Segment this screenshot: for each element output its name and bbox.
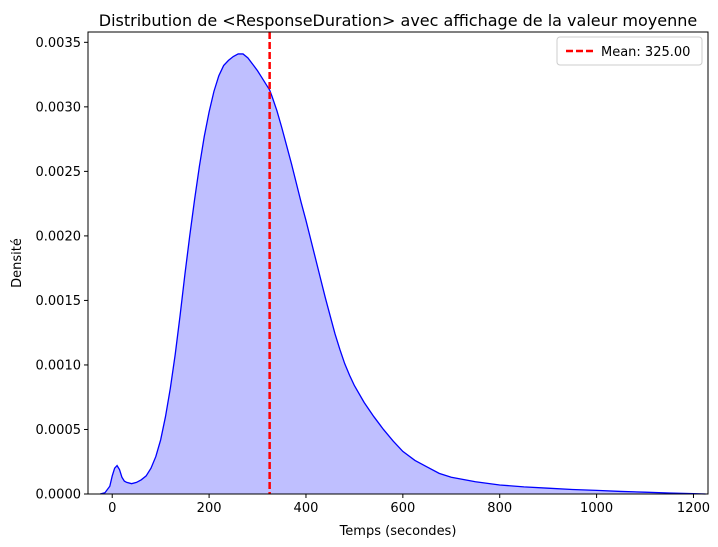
x-tick-label: 0 [108,501,116,516]
y-tick-label: 0.0015 [36,294,82,309]
y-tick-label: 0.0030 [36,100,82,115]
y-tick-label: 0.0035 [36,36,82,51]
plot-frame [87,31,709,495]
y-tick-label: 0.0000 [36,488,82,503]
density-area [100,53,706,494]
x-tick-label: 400 [294,501,319,516]
legend-mean-label: Mean: 325.00 [601,45,690,60]
y-tick-label: 0.0010 [36,358,82,373]
plot-area: 0 200 400 600 800 1000 1200 0.0000 0.0005 0.0010 0… [36,31,710,516]
x-tick-label: 800 [487,501,512,516]
x-axis-label: Temps (secondes) [339,524,457,539]
y-tick-label: 0.0025 [36,165,82,180]
y-tick-label: 0.0020 [36,229,82,244]
chart-title: Distribution de <ResponseDuration> avec … [99,11,697,30]
x-tick-label: 600 [390,501,415,516]
legend-box [556,36,703,66]
x-tick-label: 200 [197,501,222,516]
y-tick-label: 0.0005 [36,423,82,438]
legend: Mean: 325.00 [556,36,703,66]
x-tick-label: 1200 [677,501,710,516]
y-axis-label: Densité [10,238,25,288]
x-tick-label: 1000 [580,501,613,516]
